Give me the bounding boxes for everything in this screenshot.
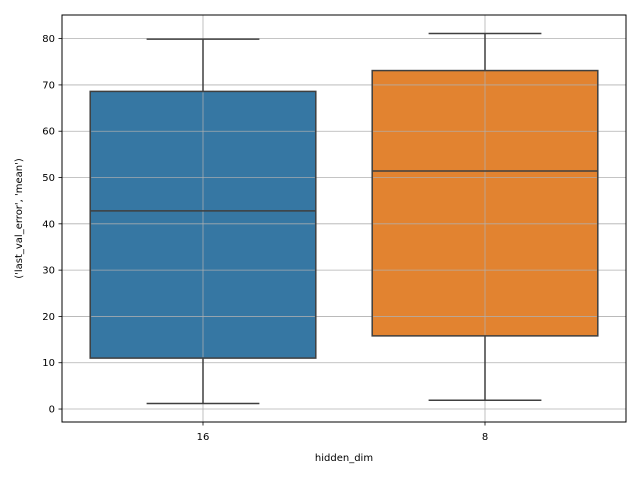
y-tick-label: 20 <box>42 312 55 323</box>
x-tick-label: 8 <box>482 432 488 443</box>
y-tick-label: 0 <box>49 405 55 416</box>
box-group-16 <box>89 38 317 405</box>
y-tick-label: 50 <box>42 173 55 184</box>
x-tick-label: 16 <box>197 432 210 443</box>
axis-ticks: 0 10 20 30 40 50 60 70 80 16 8 <box>42 34 488 443</box>
y-tick-label: 70 <box>42 80 55 91</box>
y-tick-label: 80 <box>42 34 55 45</box>
plot-area-frame <box>61 14 627 423</box>
y-axis-label: ('last_val_error', 'mean') <box>14 158 25 279</box>
y-tick-label: 40 <box>42 219 55 230</box>
y-tick-label: 60 <box>42 127 55 138</box>
x-axis-label: hidden_dim <box>315 453 373 464</box>
y-tick-label: 10 <box>42 358 55 369</box>
box-plot-series <box>89 32 599 405</box>
y-tick-label: 30 <box>42 266 55 277</box>
box-group-8 <box>371 32 599 401</box>
